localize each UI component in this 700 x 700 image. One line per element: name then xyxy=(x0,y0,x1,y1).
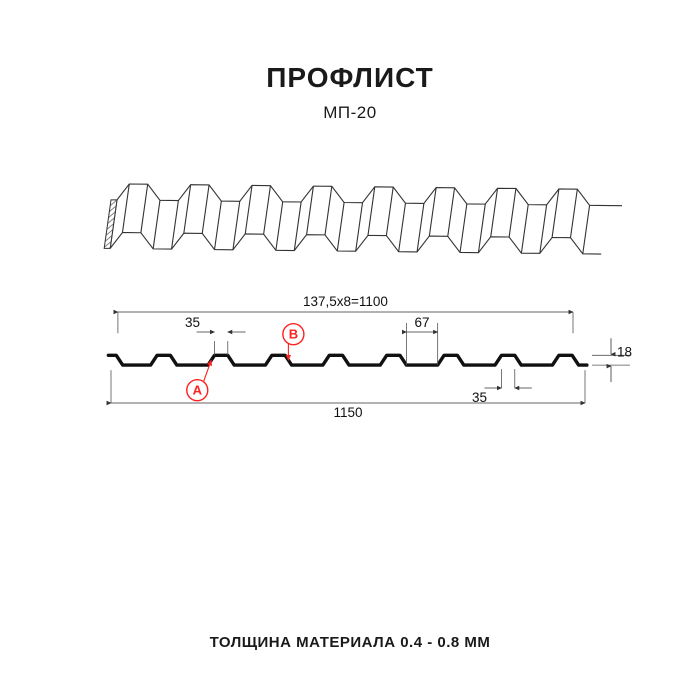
svg-text:67: 67 xyxy=(415,315,430,330)
svg-text:35: 35 xyxy=(185,315,200,330)
svg-text:1150: 1150 xyxy=(333,405,362,420)
svg-text:137,5x8=1100: 137,5x8=1100 xyxy=(303,294,388,309)
svg-text:35: 35 xyxy=(472,390,487,405)
svg-text:A: A xyxy=(193,383,203,398)
svg-text:B: B xyxy=(289,327,298,342)
svg-text:18: 18 xyxy=(617,344,632,359)
